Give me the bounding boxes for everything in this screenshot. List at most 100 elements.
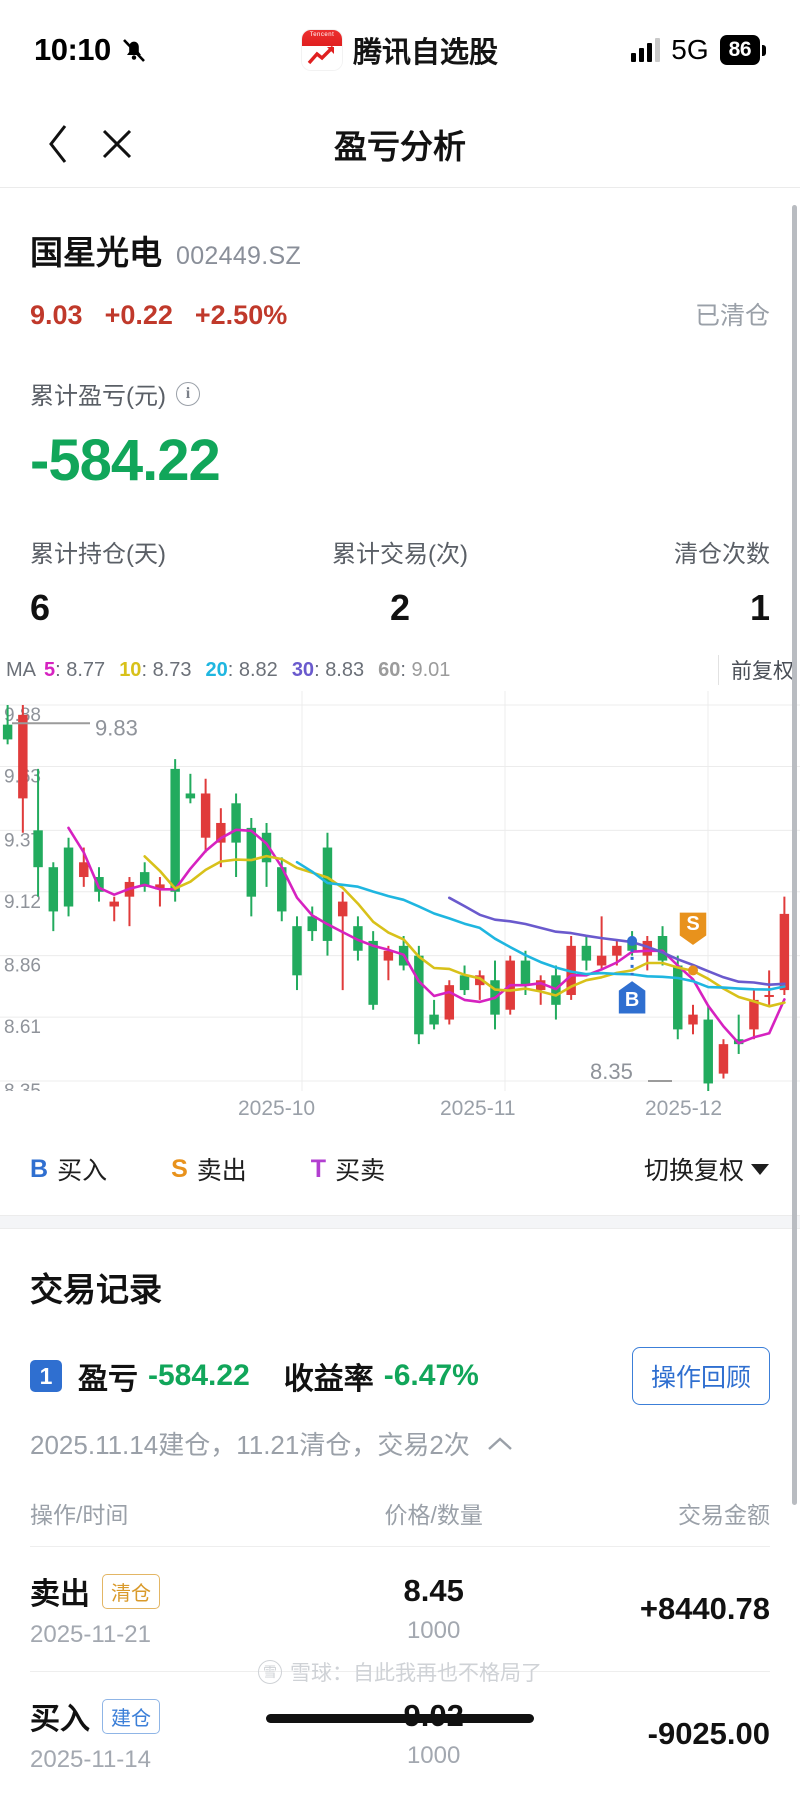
- y-tick: 8.35: [4, 1081, 41, 1091]
- column-header-operation: 操作/时间: [30, 1502, 129, 1528]
- buy-marker: B: [617, 979, 647, 1015]
- ma-value: 8.77: [66, 658, 106, 681]
- operation-name: 卖出: [30, 1578, 90, 1611]
- cumulative-pnl-value: -584.22: [30, 428, 221, 493]
- watermark: 雪 雪球：自此我再也不格局了: [0, 1657, 800, 1687]
- battery-level-label: 86: [719, 35, 760, 65]
- legend-sell: S 卖出: [171, 1151, 247, 1187]
- x-tick: 2025-11: [440, 1097, 516, 1120]
- adjust-mode-badge: 前复权: [718, 655, 794, 685]
- info-icon[interactable]: i: [175, 381, 200, 406]
- record-summary-text: 2025.11.14建仓，11.21清仓，交易2次: [30, 1430, 470, 1460]
- ma-period: 5: [44, 658, 56, 681]
- table-row[interactable]: 买入 建仓 2025-11-14 9.02 1000 -9025.00: [30, 1671, 770, 1796]
- operation-tag: 建仓: [102, 1698, 160, 1734]
- y-tick: 9.12: [4, 892, 41, 913]
- x-tick: 2025-12: [645, 1097, 723, 1120]
- chevron-down-icon: [751, 1164, 769, 1175]
- cell-operation: 卖出 清仓 2025-11-21: [30, 1569, 322, 1649]
- back-button[interactable]: [30, 115, 88, 173]
- record-summary-text-row[interactable]: 2025.11.14建仓，11.21清仓，交易2次: [30, 1425, 770, 1462]
- operation-date: 2025-11-21: [30, 1621, 151, 1648]
- page-scrollbar[interactable]: [792, 205, 797, 1505]
- stock-price: 9.03: [30, 300, 83, 330]
- adjust-switch-button[interactable]: 切换复权: [644, 1151, 770, 1187]
- column-header-price-qty: 价格/数量: [384, 1502, 483, 1528]
- stat-value: 2: [389, 587, 411, 628]
- stock-code: 002449.SZ: [176, 242, 302, 270]
- x-tick: 2025-10: [238, 1097, 316, 1120]
- stock-change-percent: +2.50%: [194, 300, 288, 330]
- stat-value: 1: [749, 587, 771, 628]
- record-index-badge: 1: [30, 1360, 62, 1392]
- battery-icon: 86: [719, 35, 766, 65]
- legend-trade: T 买卖: [311, 1151, 385, 1187]
- sell-marker: S: [678, 911, 708, 947]
- column-header-amount: 交易金额: [678, 1502, 771, 1528]
- y-tick: 8.61: [4, 1017, 41, 1038]
- sell-marker-icon: S: [171, 1154, 188, 1183]
- cell-operation: 买入 建仓 2025-11-14: [30, 1694, 322, 1774]
- operation-name-row: 买入 建仓: [30, 1694, 322, 1738]
- trade-quantity: 1000: [406, 1742, 461, 1769]
- page-root: 10:10 Tencent 腾讯自选股 5G: [0, 30, 800, 1773]
- legend-label: 买卖: [335, 1157, 386, 1185]
- trade-record-summary-row: 1 盈亏 -584.22 收益率 -6.47% 操作回顾: [30, 1347, 770, 1405]
- bell-slash-icon: [121, 36, 147, 64]
- record-pnl-value: -584.22: [148, 1359, 250, 1392]
- cell-amount: +8440.78: [546, 1591, 770, 1627]
- stat-clear-count: 清仓次数 1: [523, 534, 770, 629]
- chevron-up-icon[interactable]: [486, 1435, 514, 1453]
- trade-quantity: 1000: [406, 1617, 461, 1644]
- cumulative-pnl-label: 累计盈亏(元): [30, 383, 166, 410]
- svg-text:S: S: [686, 913, 699, 935]
- chart-high-label: 9.83: [95, 715, 138, 740]
- trade-amount: -9025.00: [647, 1716, 771, 1751]
- x-axis: 2025-10 2025-11 2025-12: [0, 1091, 800, 1125]
- app-name-label: 腾讯自选股: [352, 37, 498, 69]
- ma-period: 30: [291, 658, 315, 681]
- cumulative-pnl-label-row: 累计盈亏(元) i: [30, 376, 770, 411]
- stock-change: +0.22: [104, 300, 173, 330]
- trade-marker-icon: T: [310, 1154, 327, 1183]
- close-button[interactable]: [88, 115, 146, 173]
- position-status-badge: 已清仓: [694, 302, 770, 330]
- nav-bar: 盈亏分析: [0, 100, 800, 188]
- record-pnl-label: 盈亏: [78, 1363, 138, 1396]
- table-header-row: 操作/时间 价格/数量 交易金额: [30, 1496, 770, 1546]
- transactions-table: 操作/时间 价格/数量 交易金额 卖出 清仓 2025-11-21 8.45 1…: [30, 1496, 770, 1796]
- stats-row: 累计持仓(天) 6 累计交易(次) 2 清仓次数 1: [0, 534, 800, 629]
- stat-holding-days: 累计持仓(天) 6: [30, 534, 277, 629]
- operation-name: 买入: [30, 1703, 90, 1736]
- ma-value: 8.82: [238, 658, 278, 681]
- ma-legend: MA 5: 8.77 10: 8.73 20: 8.82 30: 8.83 60…: [0, 655, 800, 691]
- operation-review-button[interactable]: 操作回顾: [631, 1347, 770, 1405]
- close-icon: [102, 129, 132, 158]
- trade-records-section: 交易记录 1 盈亏 -584.22 收益率 -6.47% 操作回顾 2025.1…: [0, 1229, 800, 1796]
- trade-price: 8.45: [403, 1573, 464, 1608]
- stat-label: 清仓次数: [674, 541, 771, 568]
- signal-icon: [631, 38, 661, 62]
- ma-legend-item-60: 60: 9.01: [378, 658, 451, 681]
- stat-value: 6: [30, 587, 51, 628]
- adjust-switch-label: 切换复权: [643, 1157, 744, 1185]
- watermark-text: 雪球：自此我再也不格局了: [290, 1662, 542, 1685]
- status-bar-left: 10:10: [34, 32, 147, 68]
- ma-legend-item-5: 5: 8.77: [44, 658, 106, 681]
- tencent-stock-app-icon: Tencent: [301, 30, 342, 70]
- ma-legend-title: MA: [6, 658, 36, 681]
- chevron-left-icon: [49, 124, 67, 163]
- ma-legend-item-30: 30: 8.83: [291, 658, 365, 681]
- buy-marker-icon: B: [30, 1154, 49, 1183]
- stock-name: 国星光电: [30, 234, 162, 271]
- status-bar-right: 5G 86: [631, 34, 766, 66]
- xueqiu-logo-icon: 雪: [258, 1660, 282, 1684]
- home-indicator: [266, 1714, 534, 1723]
- network-type-label: 5G: [671, 34, 709, 65]
- table-row[interactable]: 卖出 清仓 2025-11-21 8.45 1000 +8440.78: [30, 1546, 770, 1671]
- stock-identity[interactable]: 国星光电 002449.SZ: [30, 226, 770, 274]
- chart-legend-row: B 买入 S 卖出 T 买卖 切换复权: [0, 1125, 800, 1215]
- stat-label: 累计交易(次): [332, 541, 468, 568]
- operation-name-row: 卖出 清仓: [30, 1569, 322, 1613]
